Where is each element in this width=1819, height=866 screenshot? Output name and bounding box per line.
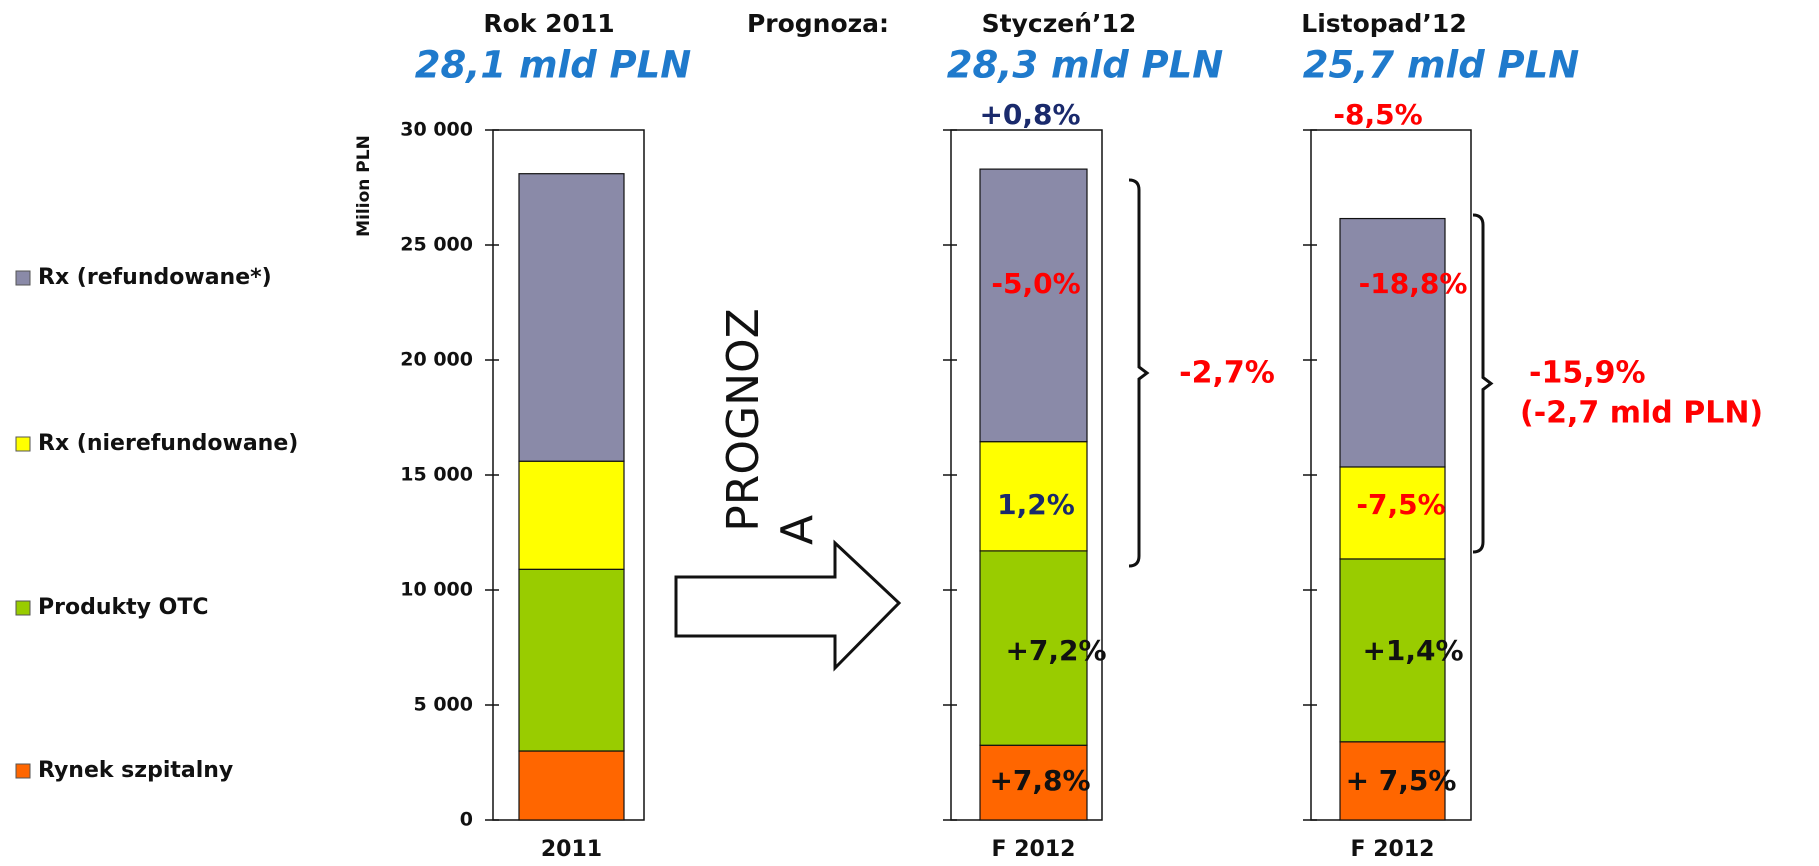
x-tick-label: 2011 — [541, 837, 602, 862]
chart-subtitle: 28,3 mld PLN — [947, 44, 1223, 87]
segment-label: -5,0% — [991, 267, 1080, 300]
change-label: -8,5% — [1333, 98, 1422, 131]
prognoza-label: Prognoza: — [747, 9, 889, 38]
bracket-label: (-2,7 mld PLN) — [1520, 396, 1763, 431]
y-tick-label: 30 000 — [400, 119, 473, 141]
forecast-arrow — [674, 539, 902, 672]
y-tick-label: 25 000 — [400, 234, 473, 256]
arrow-text: PROGNOZ — [718, 308, 769, 532]
arrow-text: A — [772, 515, 823, 545]
bar-segment — [979, 168, 1088, 443]
y-tick-label: 5 000 — [414, 694, 474, 716]
segment-label: -18,8% — [1359, 267, 1468, 300]
segment-label: 1,2% — [997, 488, 1075, 521]
legend-swatch — [15, 600, 31, 616]
change-label: +0,8% — [979, 98, 1080, 131]
y-tick-label: 15 000 — [400, 464, 473, 486]
legend-swatch — [15, 763, 31, 779]
segment-label: +7,2% — [1005, 634, 1106, 667]
segment-label: -7,5% — [1356, 488, 1445, 521]
legend-swatch — [15, 436, 31, 452]
x-tick-label: F 2012 — [1351, 837, 1435, 862]
chart-subtitle: 25,7 mld PLN — [1303, 44, 1579, 87]
bar-segment — [1339, 558, 1446, 743]
bar-segment — [518, 173, 625, 462]
bracket — [1472, 213, 1494, 554]
chart-title: Listopad’12 — [1301, 9, 1466, 38]
bar-segment — [1339, 217, 1446, 468]
y-axis-label: Milion PLN — [354, 135, 374, 237]
bar-segment — [979, 744, 1088, 821]
legend-label: Rynek szpitalny — [38, 758, 233, 783]
bar-segment — [518, 750, 625, 821]
legend-label: Rx (nierefundowane) — [38, 431, 298, 456]
bracket-label: -2,7% — [1179, 356, 1275, 391]
bar-segment — [979, 441, 1088, 552]
bracket-label: -15,9% — [1529, 356, 1646, 391]
bracket — [1128, 178, 1150, 568]
legend-label: Produkty OTC — [38, 595, 209, 620]
chart-title: Styczeń’12 — [982, 9, 1137, 38]
segment-label: +7,8% — [989, 764, 1090, 797]
legend-label: Rx (refundowane*) — [38, 265, 272, 290]
bar-segment — [518, 568, 625, 752]
chart-subtitle: 28,1 mld PLN — [415, 44, 691, 87]
bar-segment — [979, 550, 1088, 746]
segment-label: + 7,5% — [1346, 764, 1457, 797]
legend-swatch — [15, 270, 31, 286]
y-tick-label: 0 — [460, 809, 473, 831]
bar-segment — [1339, 741, 1446, 821]
bar-segment — [518, 460, 625, 570]
segment-label: +1,4% — [1362, 634, 1463, 667]
y-tick-label: 20 000 — [400, 349, 473, 371]
y-tick-label: 10 000 — [400, 579, 473, 601]
chart-title: Rok 2011 — [483, 9, 614, 38]
x-tick-label: F 2012 — [992, 837, 1076, 862]
